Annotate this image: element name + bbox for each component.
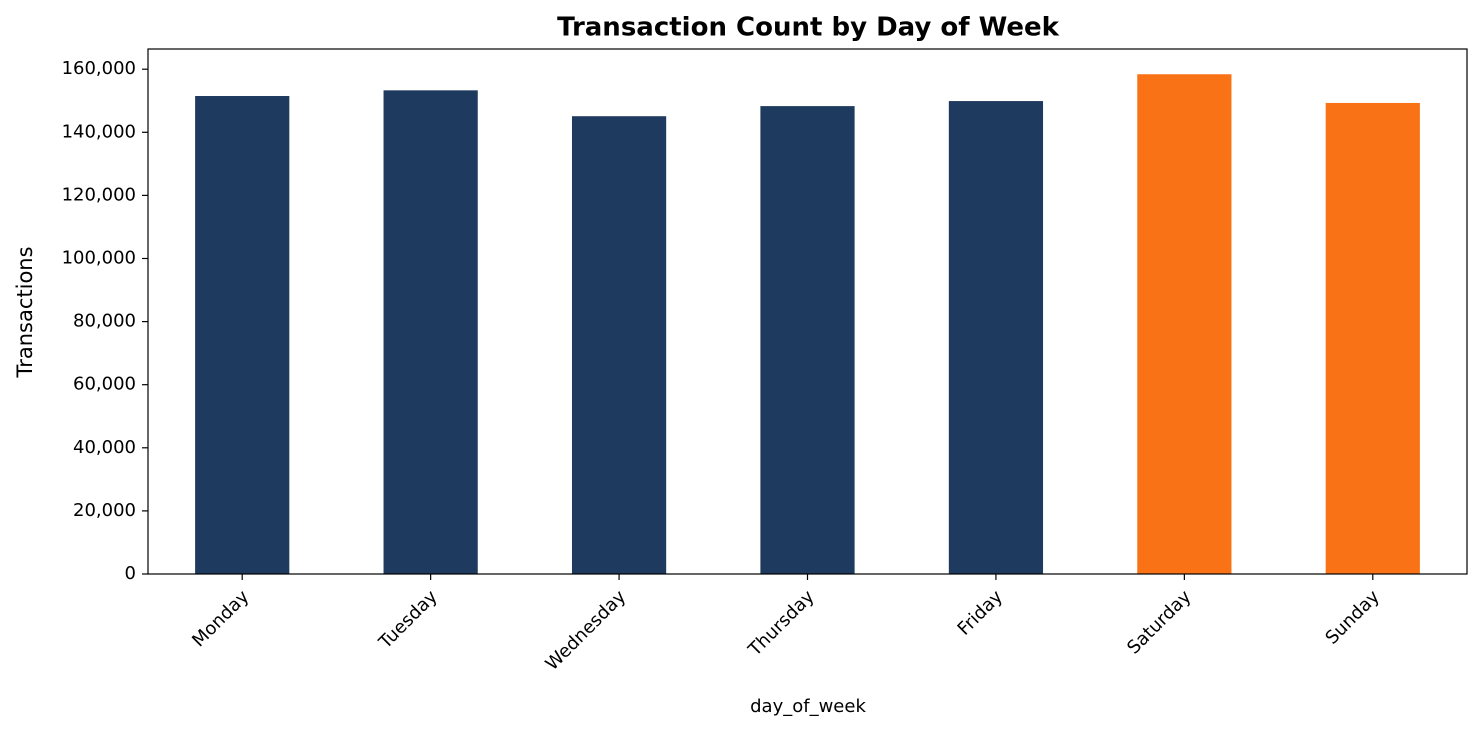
y-tick-label: 80,000 [73,311,136,332]
x-axis-label: day_of_week [750,696,866,717]
x-tick-label: Saturday [1123,586,1195,658]
x-tick-label: Thursday [744,586,819,661]
y-tick-label: 120,000 [62,184,136,205]
y-tick-label: 0 [125,563,136,584]
chart-title: Transaction Count by Day of Week [557,13,1060,43]
bar [383,90,478,575]
y-tick-label: 140,000 [62,121,136,142]
bar [948,101,1044,575]
bar [195,96,290,574]
y-tick-label: 160,000 [62,58,136,79]
y-tick-label: 40,000 [73,437,136,458]
x-tick-label: Friday [954,586,1008,640]
bar [571,116,667,575]
y-tick-label: 60,000 [73,374,136,395]
bar [1325,102,1420,574]
bar [1137,74,1232,574]
x-tick-label: Wednesday [542,586,631,675]
x-tick-label: Tuesday [374,586,442,654]
bar [760,106,855,574]
x-tick-label: Monday [188,586,253,651]
y-tick-label: 100,000 [62,247,136,268]
x-tick-label: Sunday [1321,586,1384,649]
plot-frame [147,48,1468,575]
y-axis-label: Transactions [13,246,37,378]
y-tick-label: 20,000 [73,500,136,521]
